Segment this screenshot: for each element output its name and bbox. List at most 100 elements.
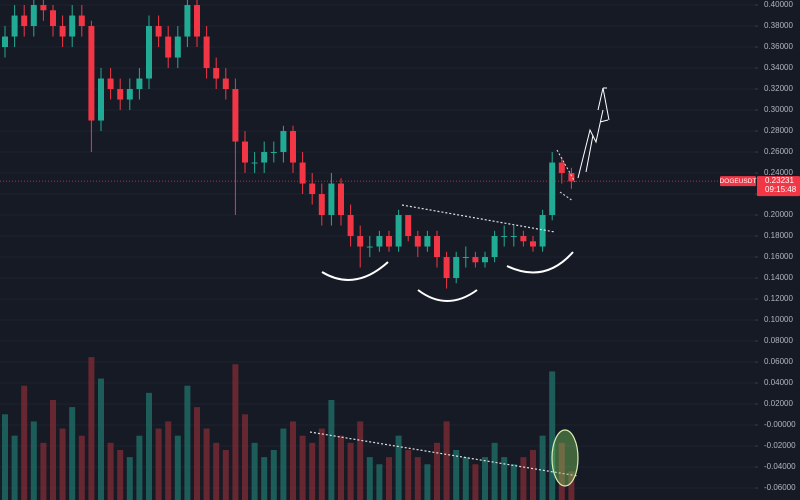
volume-bar [50, 400, 56, 500]
y-tick-label: 0.26000 [764, 147, 793, 156]
candle-body [395, 215, 402, 247]
candle-body [30, 5, 37, 27]
y-tick-label: -0.04000 [764, 462, 796, 471]
candle-body [376, 236, 383, 247]
candle-body [11, 15, 18, 37]
volume-bar [386, 457, 392, 500]
candle-body [194, 5, 200, 37]
candle-body [40, 5, 47, 11]
volume-bar [558, 442, 565, 500]
y-tick-label: 0.02000 [764, 399, 793, 408]
y-tick-label: -0.06000 [764, 483, 796, 492]
y-tick-label: 0.28000 [764, 126, 793, 135]
last-price: 0.23231 [765, 176, 794, 185]
candle-body [357, 236, 364, 247]
y-tick-label: 0.20000 [764, 210, 793, 219]
volume-bar [290, 421, 296, 500]
candle-body [299, 162, 306, 184]
candle-body [309, 183, 316, 195]
candle-body [347, 215, 354, 237]
volume-bar [510, 464, 517, 500]
candle-body [280, 131, 287, 153]
drawings [309, 87, 610, 487]
axis-background [755, 0, 800, 500]
volume-bar [462, 457, 469, 500]
candle-body [155, 26, 162, 37]
volume-bar [472, 464, 479, 500]
candle-body [88, 26, 95, 121]
candle-body [290, 131, 296, 163]
candle-body [213, 68, 220, 79]
volume-bar [299, 435, 306, 500]
candle-body [261, 152, 268, 163]
y-tick-label: 0.32000 [764, 84, 793, 93]
volume-bar [126, 457, 133, 500]
volume-bar [174, 435, 181, 500]
candle-body [117, 89, 124, 100]
price-axis: 0.40000 0.38000 0.36000 0.34000 0.32000 0.300… [755, 0, 800, 500]
volume-bar [338, 435, 344, 500]
candle-body [453, 257, 460, 279]
volume-bar [98, 378, 104, 500]
y-tick-label: -0.00000 [764, 420, 796, 429]
candle-body [318, 194, 325, 216]
volume-highlight [551, 429, 579, 487]
candle-body [549, 162, 556, 216]
volume-bar [30, 421, 37, 500]
volume-bar [376, 464, 383, 500]
y-tick-label: 0.16000 [764, 252, 793, 261]
volume-bar [405, 450, 412, 500]
candle-body [146, 26, 152, 79]
volume-bar [78, 435, 85, 500]
volume-bar [165, 421, 172, 500]
countdown: 09:15:48 [765, 185, 797, 194]
candle-body [2, 36, 8, 48]
candle-body [491, 236, 498, 258]
candle-body [69, 15, 76, 37]
candle-body [222, 78, 229, 90]
volume-bar [270, 450, 277, 500]
shoulder-arc [321, 261, 389, 281]
candle-body [558, 162, 565, 174]
volume-bar [11, 435, 18, 500]
candle-body [568, 173, 575, 182]
y-tick-label: 0.34000 [764, 63, 793, 72]
candle-body [462, 257, 469, 259]
y-tick-label: 0.18000 [764, 231, 793, 240]
candle-body [443, 257, 450, 279]
y-tick-label: 0.36000 [764, 42, 793, 51]
volume-bar [366, 457, 373, 500]
y-tick-label: 0.30000 [764, 105, 793, 114]
volume-bar [309, 442, 316, 500]
candle-body [482, 257, 488, 263]
volume-bar [88, 357, 95, 500]
grid [0, 4, 755, 489]
y-tick-label: 0.08000 [764, 336, 793, 345]
volume-bar [424, 464, 431, 500]
volume-bar [251, 442, 258, 500]
candle-body [184, 5, 191, 37]
volume-bar [261, 457, 268, 500]
volume-bar [184, 385, 191, 500]
candle-body [98, 78, 104, 121]
volume-bar [107, 442, 114, 500]
volume-bar [146, 392, 152, 500]
volume-bar [2, 414, 8, 500]
y-tick-label: 0.14000 [764, 273, 793, 282]
candle-body [472, 257, 479, 263]
volume-bar [530, 450, 536, 500]
candle-body [174, 36, 181, 58]
volume-bar [491, 442, 498, 500]
volume-bar [453, 450, 460, 500]
shoulder-arc [506, 251, 574, 274]
symbol: DOGEUSDT [720, 178, 757, 185]
candle-body [59, 26, 66, 37]
candle-body [328, 183, 335, 216]
volume-bar [40, 442, 47, 500]
candle-body [520, 236, 527, 242]
volume-bar [117, 450, 124, 500]
volume-bar [482, 457, 488, 500]
projection-arrow [577, 109, 609, 179]
